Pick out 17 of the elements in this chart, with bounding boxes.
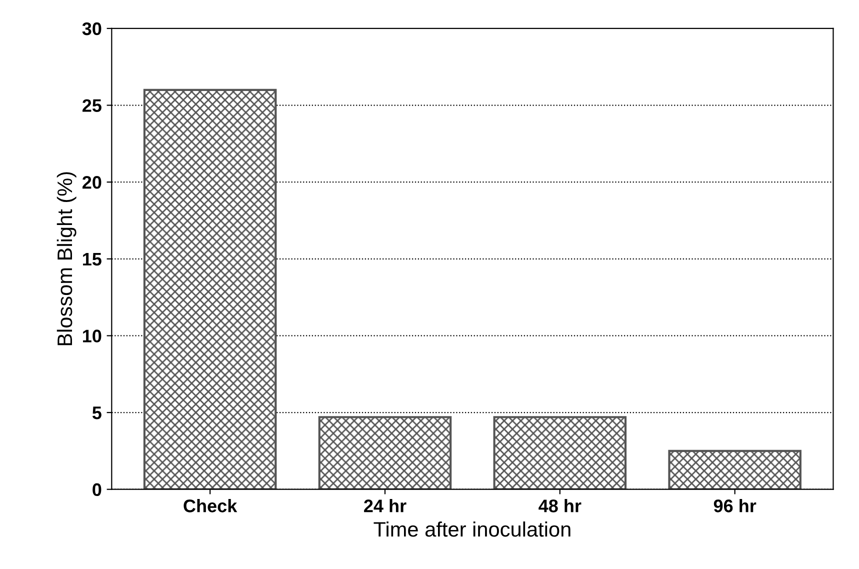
x-tick-label: Check xyxy=(184,499,238,512)
y-axis-title: Blossom Blight (%) xyxy=(56,172,76,346)
y-tick-label: 25 xyxy=(82,99,102,112)
y-tick-label: 30 xyxy=(82,22,102,36)
x-tick-label: 24 hr xyxy=(364,499,406,512)
x-tick-label: 96 hr xyxy=(714,499,756,512)
y-tick-label: 15 xyxy=(83,253,102,266)
x-axis-title: Time after inoculation xyxy=(374,521,570,537)
bar xyxy=(668,450,802,490)
y-tick-label: 0 xyxy=(92,483,102,496)
bar xyxy=(143,88,277,490)
x-tick-label: 48 hr xyxy=(538,499,582,512)
y-tick-label: 5 xyxy=(92,406,102,420)
bar xyxy=(318,416,452,490)
y-tick-label: 20 xyxy=(82,176,102,189)
y-tick-label: 10 xyxy=(83,330,102,342)
bar xyxy=(493,416,627,490)
